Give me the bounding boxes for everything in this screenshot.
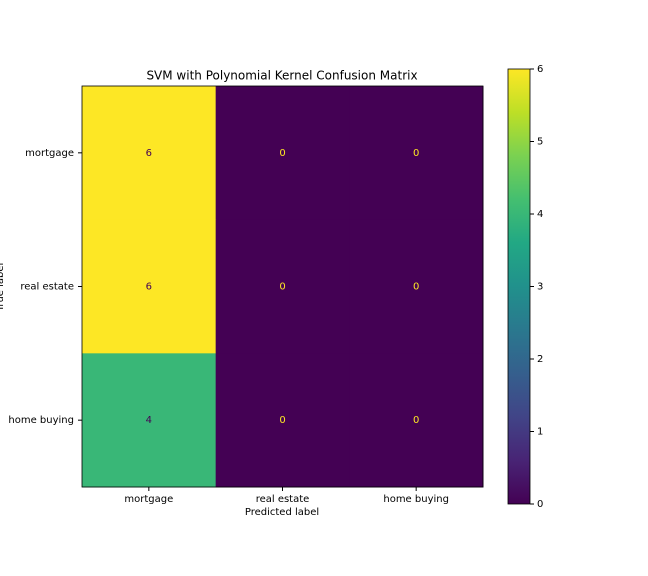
heatmap-cell xyxy=(349,353,484,488)
heatmap-cell xyxy=(82,86,217,221)
colorbar-tick-label: 5 xyxy=(537,137,543,148)
colorbar-tick-label: 3 xyxy=(537,282,543,293)
cell-label: 0 xyxy=(413,415,419,426)
cell-label: 0 xyxy=(279,282,285,293)
y-axis-label: True label xyxy=(0,263,6,313)
x-tick-label: real estate xyxy=(256,494,310,505)
colorbar-tick-label: 4 xyxy=(537,209,543,220)
cell-label: 0 xyxy=(279,148,285,159)
colorbar xyxy=(507,68,531,505)
cell-label: 6 xyxy=(146,282,152,293)
colorbar-tick-label: 6 xyxy=(537,64,543,75)
cell-label: 6 xyxy=(146,148,152,159)
heatmap-cell xyxy=(349,219,484,354)
heatmap-cell xyxy=(349,86,484,221)
y-tick-label: mortgage xyxy=(25,148,74,159)
x-axis-label: Predicted label xyxy=(245,507,319,518)
heatmap-cell xyxy=(215,86,350,221)
x-tick-label: home buying xyxy=(383,494,449,505)
chart-title: SVM with Polynomial Kernel Confusion Mat… xyxy=(146,69,417,83)
heatmap-cell xyxy=(215,219,350,354)
colorbar-tick-label: 2 xyxy=(537,354,543,365)
colorbar-tick-label: 0 xyxy=(537,499,543,510)
heatmap-cell xyxy=(82,219,217,354)
heatmap-cell xyxy=(215,353,350,488)
cell-label: 0 xyxy=(413,282,419,293)
y-tick-label: home buying xyxy=(8,415,74,426)
cell-label: 4 xyxy=(146,415,152,426)
x-tick-label: mortgage xyxy=(124,494,173,505)
colorbar-tick-label: 1 xyxy=(537,427,543,438)
heatmap-cell xyxy=(82,353,217,488)
cell-label: 0 xyxy=(413,148,419,159)
y-tick-label: real estate xyxy=(20,282,74,293)
cell-label: 0 xyxy=(279,415,285,426)
